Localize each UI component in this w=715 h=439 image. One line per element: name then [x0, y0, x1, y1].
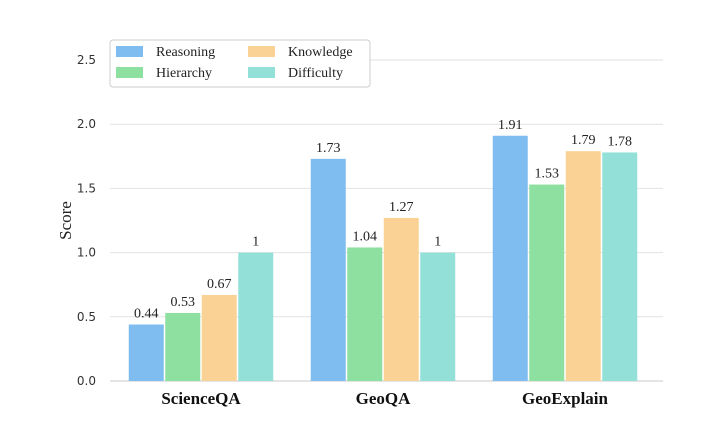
data-label: 0.67	[207, 277, 232, 292]
data-label: 1.27	[389, 200, 414, 215]
data-label: 1.78	[608, 134, 633, 149]
legend: Reasoning Hierarchy Knowledge Difficulty	[109, 39, 371, 88]
legend-swatch-difficulty	[248, 67, 275, 78]
y-tick-label: 2.5	[77, 53, 96, 67]
legend-label-knowledge: Knowledge	[288, 45, 353, 60]
legend-label-difficulty: Difficulty	[288, 66, 343, 81]
x-tick-label: GeoQA	[356, 389, 411, 408]
y-tick-label: 1.5	[77, 181, 96, 195]
bars	[128, 135, 638, 381]
data-labels: 0.44 0.53 0.67 1 1.73 1.04 1.27 1 1.91 1.53 1.79 1.…	[134, 118, 632, 322]
bar-knowledge-scienceqa	[201, 294, 237, 381]
data-label: 1.79	[571, 133, 596, 148]
data-label: 1.73	[316, 141, 341, 156]
data-label: 0.44	[134, 307, 159, 322]
bar-hierarchy-geoexplain	[529, 184, 565, 381]
y-tick-label: 2.0	[77, 117, 96, 131]
data-label: 1	[252, 235, 259, 250]
data-label: 1.91	[498, 118, 523, 133]
bar-difficulty-geoqa	[420, 252, 456, 381]
bar-reasoning-geoexplain	[492, 135, 528, 381]
legend-label-hierarchy: Hierarchy	[156, 66, 212, 81]
bar-knowledge-geoqa	[383, 217, 419, 381]
y-tick-labels: 0.0 0.5 1.0 1.5 2.0 2.5	[77, 53, 96, 388]
bar-reasoning-scienceqa	[128, 324, 164, 381]
x-tick-labels: ScienceQA GeoQA GeoExplain	[161, 389, 608, 408]
bar-difficulty-geoexplain	[602, 152, 638, 381]
legend-label-reasoning: Reasoning	[156, 45, 215, 60]
bar-hierarchy-scienceqa	[165, 312, 201, 381]
data-label: 1	[434, 235, 441, 250]
x-tick-label: GeoExplain	[522, 389, 609, 408]
legend-box	[109, 39, 371, 88]
bar-hierarchy-geoqa	[347, 247, 383, 381]
y-tick-label: 0.5	[77, 310, 96, 324]
legend-swatch-knowledge	[248, 46, 275, 57]
y-tick-label: 1.0	[77, 246, 96, 260]
x-tick-label: ScienceQA	[161, 389, 241, 408]
bar-reasoning-geoqa	[310, 158, 346, 381]
legend-swatch-reasoning	[116, 46, 143, 57]
y-tick-label: 0.0	[77, 374, 96, 388]
bar-difficulty-scienceqa	[238, 252, 274, 381]
bar-knowledge-geoexplain	[565, 151, 601, 381]
data-label: 0.53	[171, 295, 196, 310]
data-label: 1.04	[353, 229, 378, 244]
legend-swatch-hierarchy	[116, 67, 143, 78]
y-axis-title: Score	[56, 201, 75, 240]
data-label: 1.53	[535, 167, 560, 182]
